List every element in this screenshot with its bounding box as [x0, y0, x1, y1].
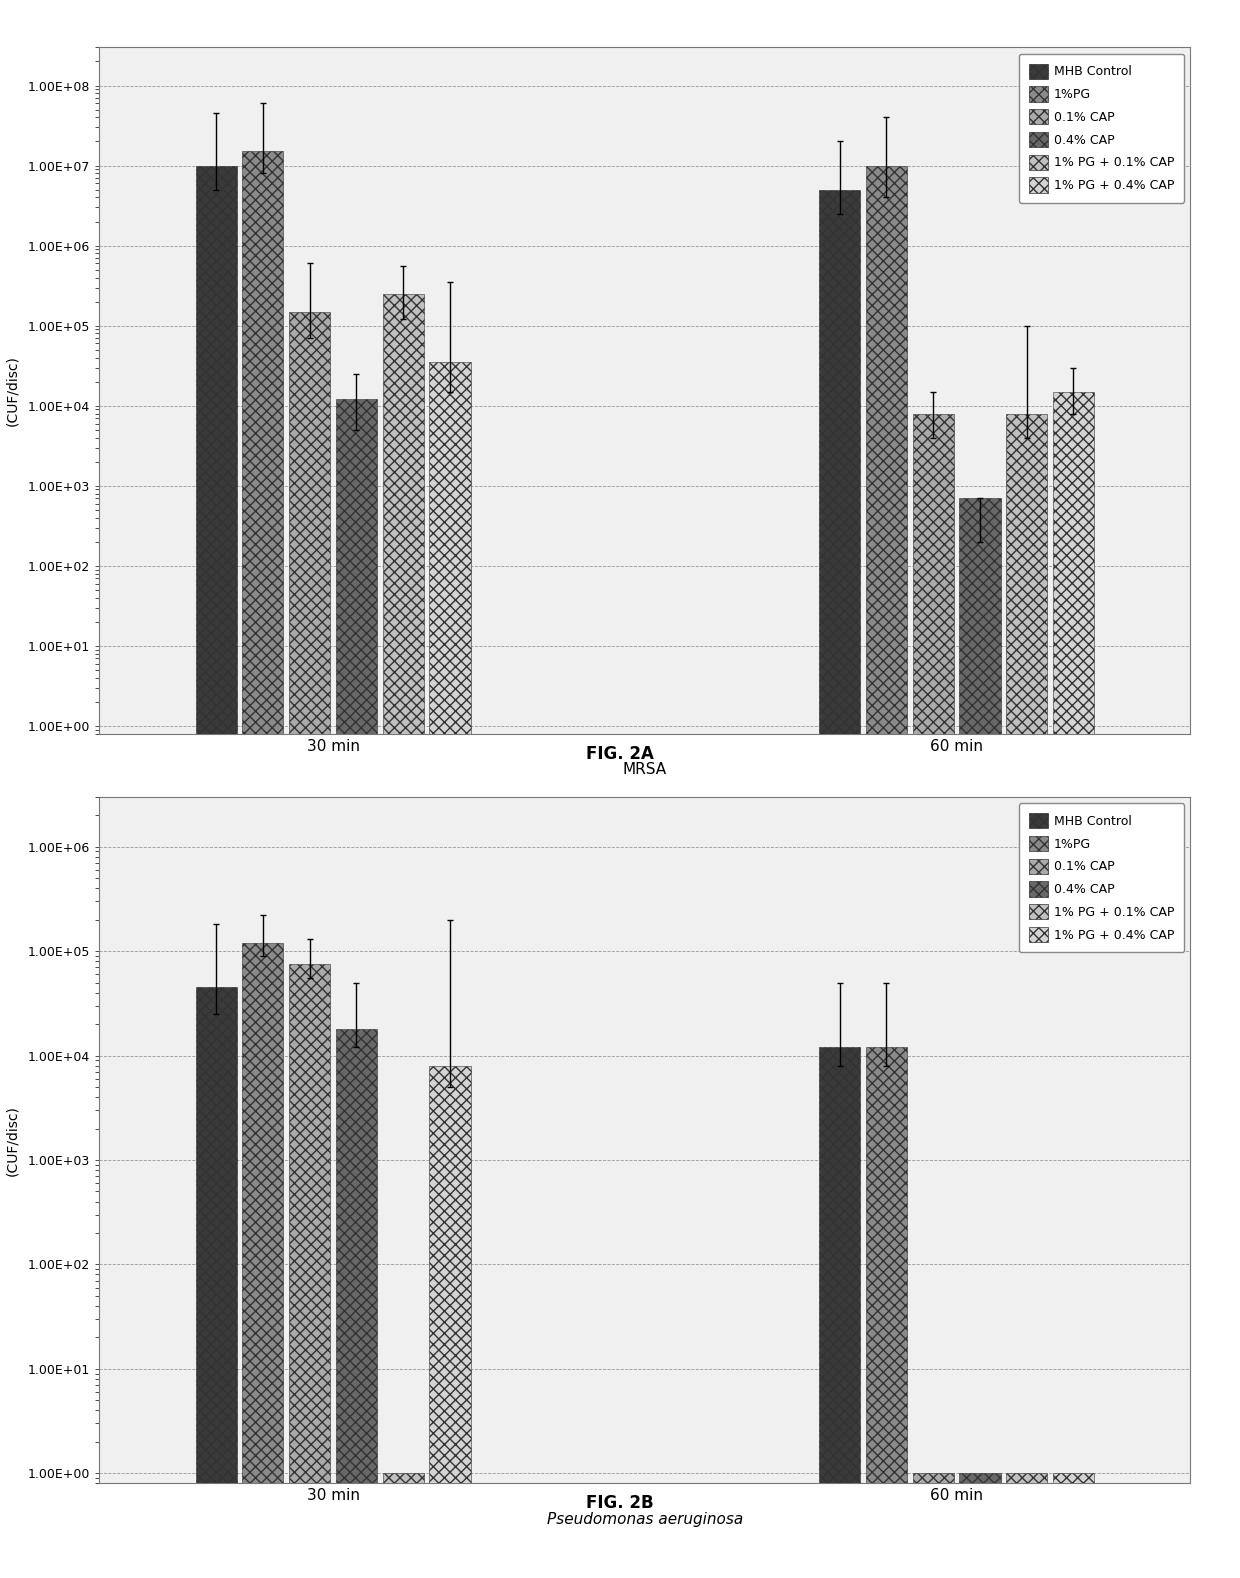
Bar	[289, 964, 330, 1578]
Bar	[196, 166, 237, 1578]
Bar	[913, 1474, 954, 1578]
Bar	[429, 1065, 470, 1578]
Y-axis label: Median Recovered Viable Colonies
(CUF/disc): Median Recovered Viable Colonies (CUF/di…	[0, 271, 20, 510]
Bar	[1006, 413, 1048, 1578]
Bar	[960, 1474, 1001, 1578]
Text: FIG. 2B: FIG. 2B	[587, 1494, 653, 1512]
X-axis label: MRSA: MRSA	[622, 762, 667, 776]
Bar	[196, 988, 237, 1578]
Bar	[960, 499, 1001, 1578]
Bar	[913, 413, 954, 1578]
Y-axis label: Median Recovered Viable Colonies
(CUF/disc): Median Recovered Viable Colonies (CUF/di…	[0, 1021, 20, 1259]
Bar	[383, 294, 424, 1578]
X-axis label: Pseudomonas aeruginosa: Pseudomonas aeruginosa	[547, 1512, 743, 1526]
Bar	[1053, 391, 1094, 1578]
Bar	[820, 189, 861, 1578]
Bar	[336, 1029, 377, 1578]
Bar	[1006, 1474, 1048, 1578]
Legend: MHB Control, 1%PG, 0.1% CAP, 0.4% CAP, 1% PG + 0.1% CAP, 1% PG + 0.4% CAP: MHB Control, 1%PG, 0.1% CAP, 0.4% CAP, 1…	[1019, 803, 1184, 952]
Bar	[242, 151, 284, 1578]
Bar	[820, 1048, 861, 1578]
Bar	[336, 399, 377, 1578]
Bar	[429, 363, 470, 1578]
Bar	[866, 1048, 906, 1578]
Text: FIG. 2A: FIG. 2A	[587, 745, 653, 762]
Bar	[289, 311, 330, 1578]
Bar	[866, 166, 906, 1578]
Bar	[242, 944, 284, 1578]
Bar	[1053, 1474, 1094, 1578]
Legend: MHB Control, 1%PG, 0.1% CAP, 0.4% CAP, 1% PG + 0.1% CAP, 1% PG + 0.4% CAP: MHB Control, 1%PG, 0.1% CAP, 0.4% CAP, 1…	[1019, 54, 1184, 202]
Bar	[383, 1474, 424, 1578]
